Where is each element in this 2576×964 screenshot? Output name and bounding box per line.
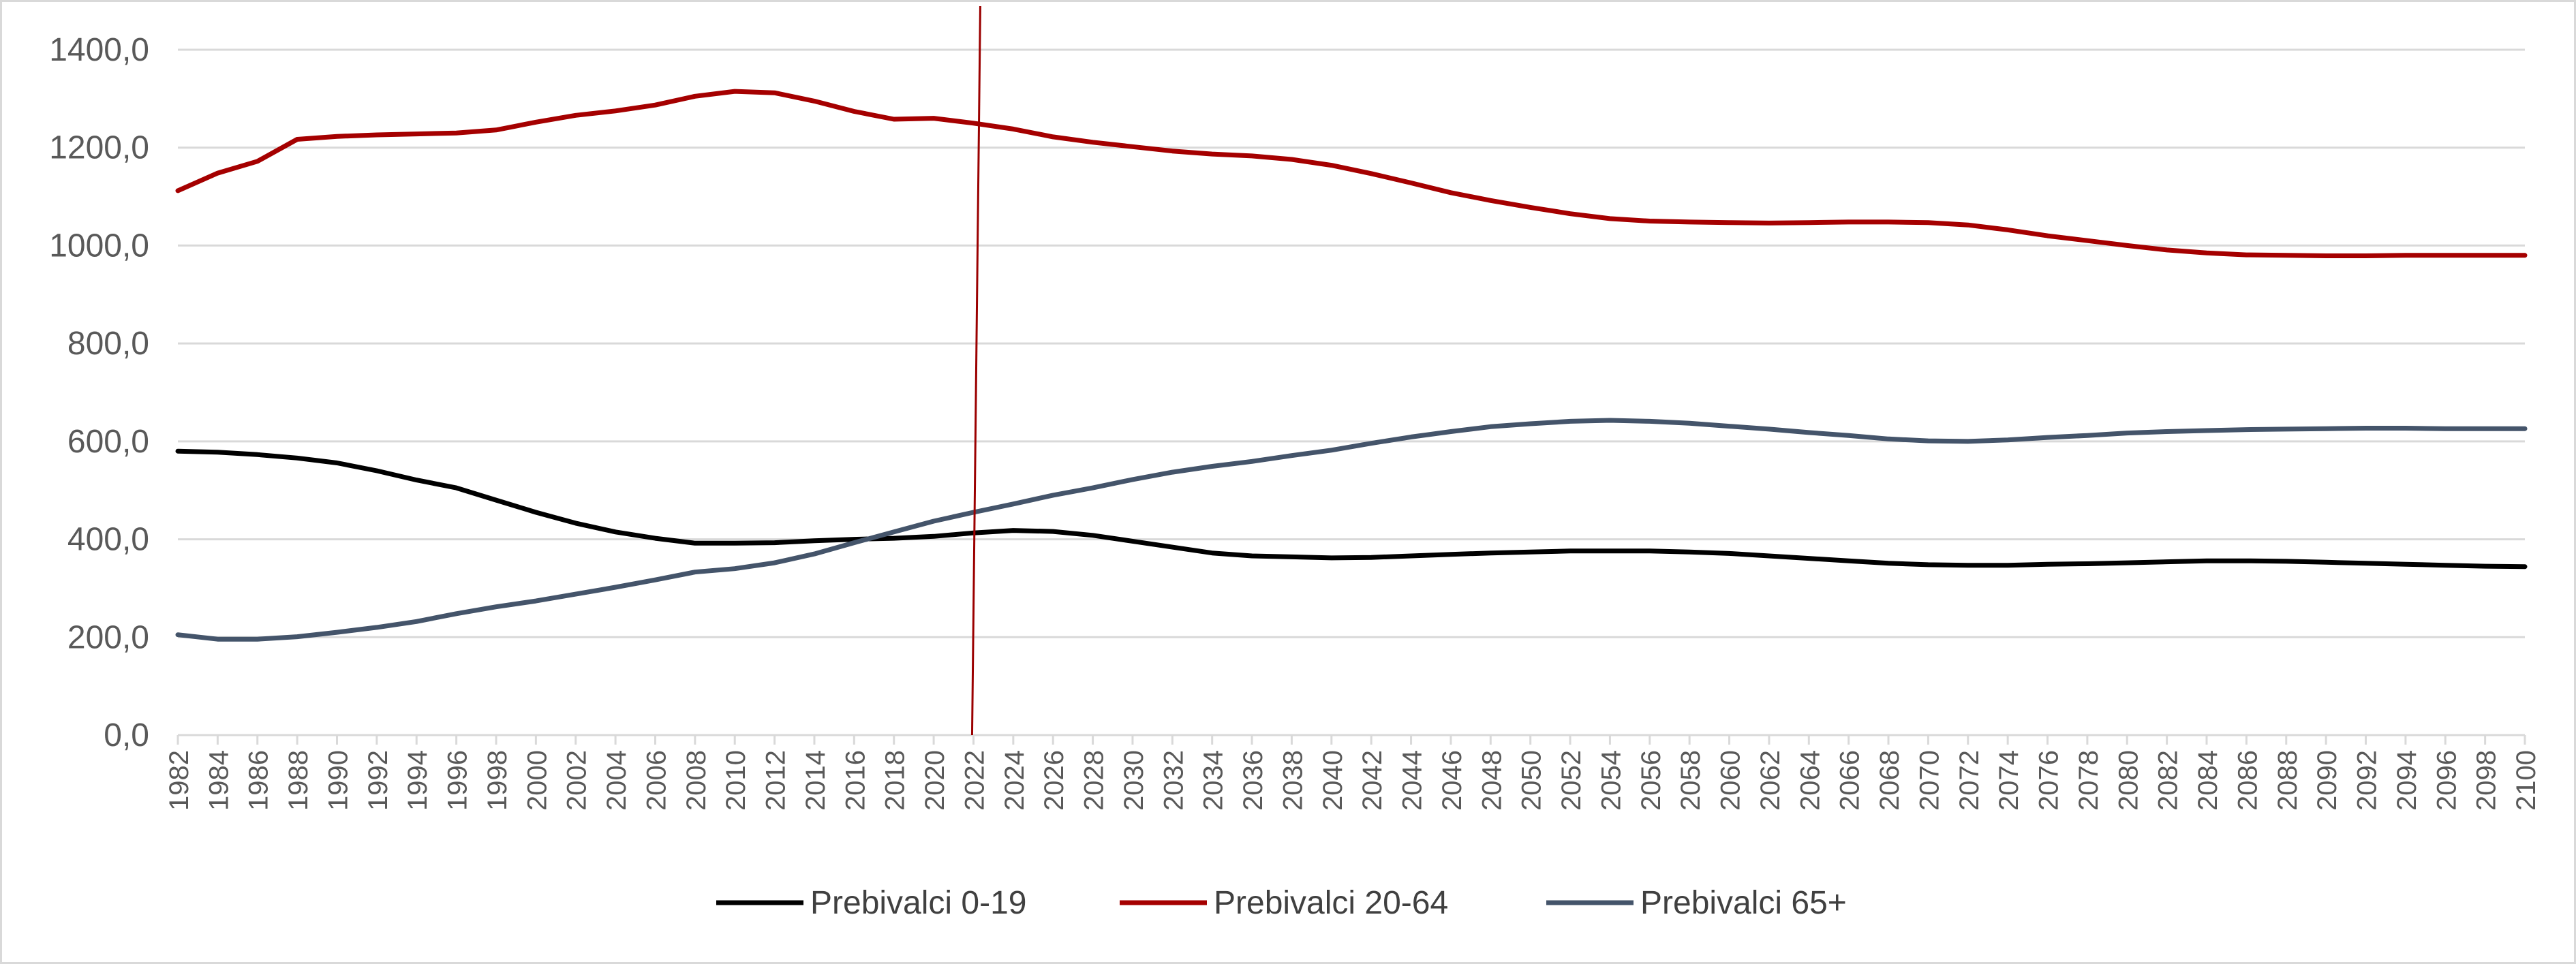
x-tick-label: 2004 — [602, 750, 632, 811]
series-line-2 — [175, 89, 2528, 258]
x-tick-label: 2092 — [2352, 750, 2382, 811]
x-tick-label: 2056 — [1636, 750, 1666, 811]
x-tick-label: 2072 — [1954, 750, 1984, 811]
x-tick-label: 2016 — [840, 750, 870, 811]
gridlines — [178, 48, 2525, 638]
x-tick-label: 2018 — [880, 750, 910, 811]
legend-label: Prebivalci 0-19 — [810, 885, 1026, 921]
x-tick-label: 2024 — [1000, 750, 1030, 811]
y-tick-label: 400,0 — [67, 522, 149, 558]
x-tick-label: 2084 — [2193, 750, 2223, 811]
x-tick-label: 2068 — [1875, 750, 1905, 811]
x-tick-label: 2054 — [1596, 750, 1626, 811]
x-tick-label: 2062 — [1755, 750, 1785, 811]
x-tick-label: 2008 — [681, 750, 711, 811]
x-tick-label: 1984 — [204, 750, 234, 811]
x-tick-label: 2080 — [2113, 750, 2143, 811]
series-line-3 — [175, 418, 2528, 642]
x-tick-label: 2044 — [1398, 750, 1428, 811]
y-tick-label: 200,0 — [67, 619, 149, 655]
legend-label: Prebivalci 20-64 — [1214, 885, 1448, 921]
x-tick-label: 2050 — [1517, 750, 1547, 811]
x-tick-label: 1990 — [323, 750, 353, 811]
x-tick-label: 1982 — [164, 750, 194, 811]
x-tick-label: 2020 — [920, 750, 950, 811]
x-tick-label: 2064 — [1795, 750, 1825, 811]
x-tick-label: 2070 — [1914, 750, 1944, 811]
x-tick-label: 2052 — [1557, 750, 1586, 811]
x-tick-label: 2086 — [2233, 750, 2263, 811]
x-tick-label: 2082 — [2153, 750, 2183, 811]
x-tick-label: 2000 — [522, 750, 552, 811]
y-tick-label: 0,0 — [104, 717, 149, 753]
x-tick-label: 2040 — [1318, 750, 1348, 811]
y-tick-label: 800,0 — [67, 326, 149, 362]
x-tick-label: 2076 — [2034, 750, 2064, 811]
x-tick-label: 2098 — [2472, 750, 2502, 811]
x-tick-label: 2026 — [1039, 750, 1069, 811]
x-tick-label: 1998 — [482, 750, 512, 811]
x-tick-label: 1994 — [403, 750, 433, 811]
x-tick-label: 2090 — [2312, 750, 2342, 811]
current-year-marker — [970, 5, 981, 736]
x-tick-label: 2096 — [2432, 750, 2462, 811]
x-tick-label: 2074 — [1994, 750, 2024, 811]
legend: Prebivalci 0-19 Prebivalci 20-64 Prebivalc… — [716, 885, 1847, 921]
x-tick-label: 2094 — [2392, 750, 2422, 811]
y-tick-label: 1200,0 — [49, 130, 149, 166]
x-tick-label: 2028 — [1079, 750, 1109, 811]
x-tick-label: 2022 — [960, 750, 990, 811]
y-tick-label: 1000,0 — [49, 228, 149, 264]
x-tick-label: 2088 — [2273, 750, 2303, 811]
series-lines — [175, 89, 2528, 642]
x-tick-label: 2058 — [1676, 750, 1706, 811]
x-tick-label: 2060 — [1716, 750, 1746, 811]
x-tick-label: 2030 — [1119, 750, 1149, 811]
x-tick-label: 2100 — [2511, 750, 2541, 811]
x-tick-label: 2046 — [1437, 750, 1467, 811]
x-tick-label: 1986 — [244, 750, 274, 811]
x-tick-label: 2034 — [1199, 750, 1229, 811]
series-line-1 — [175, 448, 2528, 570]
marker-line — [970, 5, 981, 736]
x-tick-label: 2048 — [1477, 750, 1507, 811]
x-tick-label: 2066 — [1835, 750, 1865, 811]
x-tick-label: 2014 — [801, 750, 831, 811]
x-tick-label: 2036 — [1238, 750, 1268, 811]
legend-label: Prebivalci 65+ — [1640, 885, 1847, 921]
x-tick-label: 1988 — [283, 750, 313, 811]
axes: 0,0 200,0 400,0 600,0 800,0 1000,0 1200,0 1400,… — [49, 32, 2541, 811]
x-tick-label: 2006 — [641, 750, 671, 811]
x-tick-label: 1992 — [363, 750, 393, 811]
x-tick-label: 2038 — [1278, 750, 1308, 811]
x-tick-label: 1996 — [443, 750, 473, 811]
x-tick-label: 2078 — [2074, 750, 2104, 811]
x-tick-label: 2002 — [562, 750, 592, 811]
y-tick-label: 1400,0 — [49, 32, 149, 68]
x-tick-label: 2042 — [1358, 750, 1387, 811]
x-tick-label: 2032 — [1159, 750, 1189, 811]
x-tick-label: 2010 — [721, 750, 751, 811]
x-tick-label: 2012 — [761, 750, 791, 811]
y-tick-label: 600,0 — [67, 424, 149, 460]
